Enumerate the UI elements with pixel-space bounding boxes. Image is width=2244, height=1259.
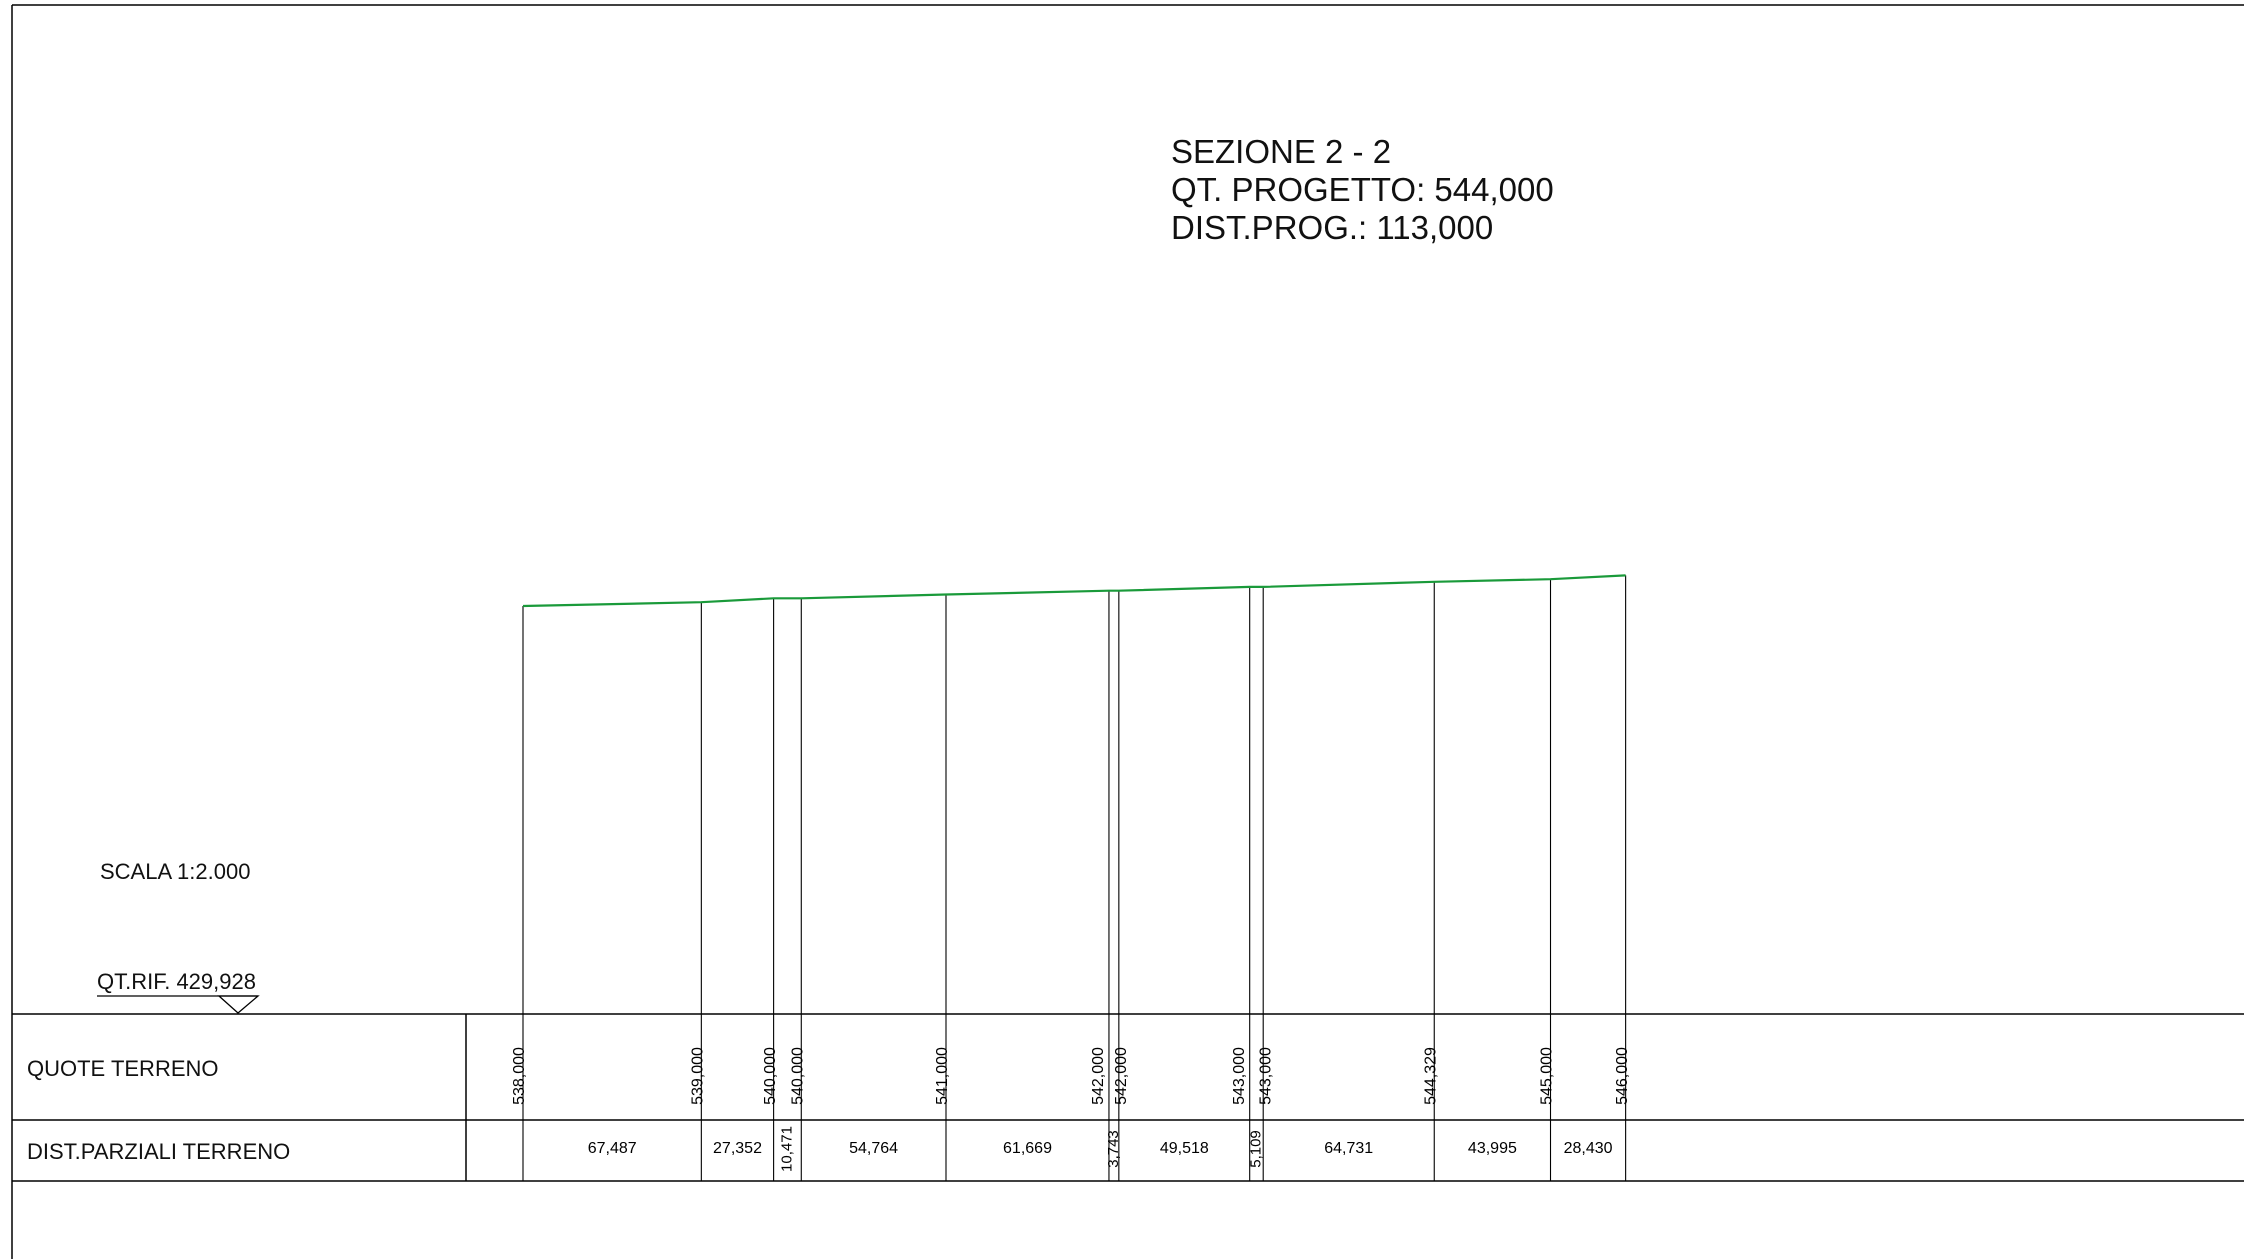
partial-distance-label: 43,995: [1468, 1140, 1517, 1157]
elevation-label: 545,000: [1539, 1047, 1556, 1105]
elevation-label: 538,000: [511, 1047, 528, 1105]
row-label-elevations: QUOTE TERRENO: [27, 1056, 219, 1082]
elevation-label: 540,000: [790, 1047, 807, 1105]
elevation-label: 544,329: [1423, 1047, 1440, 1105]
progressive-distance-label: DIST.PROG.: 113,000: [1171, 209, 1493, 247]
partial-distance-label: 5,109: [1247, 1130, 1264, 1168]
terrain-profile-line: [523, 575, 1626, 606]
partial-distance-label: 3,743: [1105, 1130, 1122, 1168]
reference-level-marker: [97, 996, 258, 1013]
partial-distance-label: 10,471: [778, 1126, 795, 1172]
section-title: SEZIONE 2 - 2: [1171, 133, 1391, 171]
reference-level-label: QT.RIF. 429,928: [97, 969, 256, 995]
elevation-label: 546,000: [1614, 1047, 1631, 1105]
scale-label: SCALA 1:2.000: [100, 859, 250, 885]
elevation-label: 542,000: [1090, 1047, 1107, 1105]
partial-distance-label: 49,518: [1160, 1140, 1209, 1157]
elevation-label: 540,000: [762, 1047, 779, 1105]
row-label-partial-distances: DIST.PARZIALI TERRENO: [27, 1139, 290, 1165]
partial-distance-label: 67,487: [588, 1140, 637, 1157]
project-level-label: QT. PROGETTO: 544,000: [1171, 171, 1554, 209]
elevation-label: 542,000: [1113, 1047, 1130, 1105]
elevation-label: 543,000: [1231, 1047, 1248, 1105]
elevation-label: 539,000: [690, 1047, 707, 1105]
partial-distance-label: 54,764: [849, 1140, 898, 1157]
partial-distance-labels: 67,487 27,352 10,471 54,764 61,669 3,743 49,51…: [588, 1126, 1613, 1172]
elevation-label: 543,000: [1257, 1047, 1274, 1105]
elevation-labels: 538,000 539,000 540,000 540,000 541,000 542,0…: [511, 1047, 1631, 1105]
partial-distance-label: 28,430: [1564, 1140, 1613, 1157]
elevation-label: 541,000: [934, 1047, 951, 1105]
station-lines: [523, 575, 1626, 1181]
partial-distance-label: 27,352: [713, 1140, 762, 1157]
partial-distance-label: 61,669: [1003, 1140, 1052, 1157]
partial-distance-label: 64,731: [1324, 1140, 1373, 1157]
reference-level-triangle: [219, 996, 258, 1013]
